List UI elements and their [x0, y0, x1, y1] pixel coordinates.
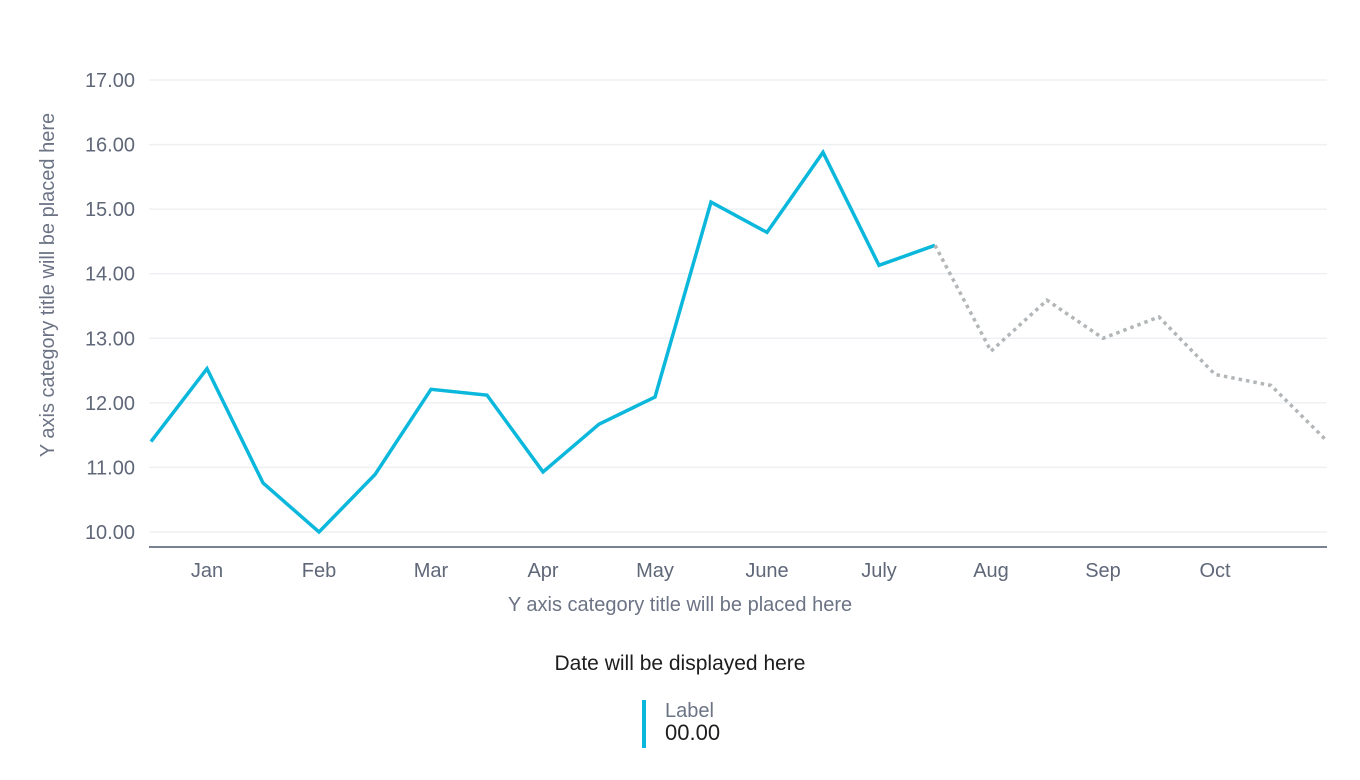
- x-tick-label: May: [636, 560, 674, 582]
- x-tick-label: Apr: [527, 560, 558, 582]
- x-tick-label: Oct: [1199, 560, 1231, 582]
- y-tick-label: 15.00: [85, 199, 135, 221]
- x-tick-label: Mar: [414, 560, 449, 582]
- x-tick-label: Aug: [973, 560, 1009, 582]
- y-tick-label: 17.00: [85, 70, 135, 92]
- y-axis-title: Y axis category title will be placed her…: [37, 113, 59, 457]
- y-tick-label: 12.00: [85, 393, 135, 415]
- y-tick-label: 13.00: [85, 328, 135, 350]
- y-tick-label: 14.00: [85, 264, 135, 286]
- x-tick-label: Jan: [191, 560, 223, 582]
- x-tick-label: Sep: [1085, 560, 1121, 582]
- x-tick-label: July: [861, 560, 897, 582]
- legend-label: Label: [665, 700, 714, 722]
- date-label: Date will be displayed here: [554, 652, 806, 675]
- x-tick-label: June: [745, 560, 788, 582]
- series-line: [149, 148, 936, 535]
- x-tick-label: Feb: [302, 560, 336, 582]
- y-tick-label: 10.00: [85, 522, 135, 544]
- legend-color-bar: [642, 700, 646, 748]
- legend: Label 00.00: [642, 700, 720, 748]
- legend-value: 00.00: [665, 720, 721, 745]
- y-tick-label: 16.00: [85, 135, 135, 157]
- projected-series-line: [933, 244, 1329, 443]
- y-tick-label: 11.00: [86, 457, 135, 479]
- x-axis-title: Y axis category title will be placed her…: [508, 594, 852, 616]
